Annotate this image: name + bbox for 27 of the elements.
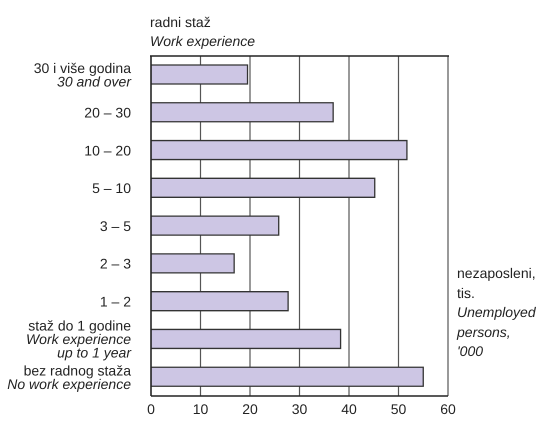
- bar: [151, 215, 280, 236]
- y-axis-title: radni staž Work experience: [150, 13, 256, 51]
- bar: [151, 178, 376, 198]
- y-tick-label: 30 i više godina 30 and over: [34, 60, 132, 90]
- x-axis-title: nezaposleni, tis. Unemployed persons, '000: [457, 264, 536, 361]
- y-tick-label: 5 – 10: [92, 180, 132, 196]
- x-tick-label: 50: [390, 400, 406, 417]
- y-tick-label: 10 – 20: [84, 142, 132, 158]
- y-tick-label: staž do 1 godine Work experience up to 1 year: [26, 318, 132, 361]
- y-tick-label: 20 – 30: [84, 104, 132, 121]
- bar: [151, 64, 248, 85]
- x-tick-label: 10: [192, 400, 208, 417]
- y-tick-label: 3 – 5: [100, 218, 132, 234]
- bar: [151, 253, 235, 274]
- y-tick-label: 2 – 3: [100, 256, 132, 272]
- x-tick-label: 20: [242, 400, 258, 417]
- bar: [151, 102, 334, 122]
- y-tick-label: 1 – 2: [100, 293, 132, 310]
- bar: [151, 328, 342, 350]
- x-tick-label: 30: [292, 400, 308, 417]
- bar: [151, 140, 408, 160]
- y-tick-label: bez radnog staža No work experience: [7, 362, 132, 392]
- x-tick-label: 40: [341, 400, 357, 417]
- x-tick-label: 0: [147, 400, 156, 417]
- x-tick-label: 60: [440, 400, 456, 417]
- bar: [151, 366, 424, 387]
- bar: [151, 291, 289, 312]
